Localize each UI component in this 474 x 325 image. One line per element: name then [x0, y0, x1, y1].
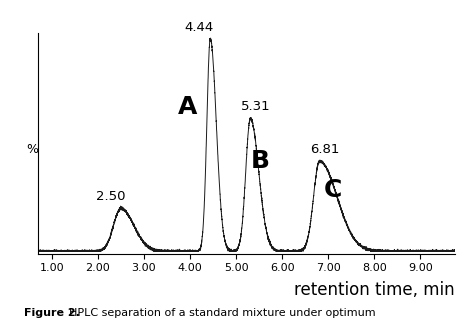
Text: Figure 2.: Figure 2. — [24, 308, 80, 318]
Text: HPLC separation of a standard mixture under optimum: HPLC separation of a standard mixture un… — [62, 308, 375, 318]
Text: 6.81: 6.81 — [310, 143, 339, 156]
Text: B: B — [251, 149, 270, 173]
Text: C: C — [324, 178, 342, 202]
Text: 5.31: 5.31 — [241, 100, 270, 113]
Text: A: A — [178, 95, 197, 119]
Text: retention time, min: retention time, min — [294, 281, 455, 299]
Text: 4.44: 4.44 — [184, 20, 214, 33]
Text: 2.50: 2.50 — [96, 190, 126, 203]
Y-axis label: %: % — [27, 143, 38, 156]
